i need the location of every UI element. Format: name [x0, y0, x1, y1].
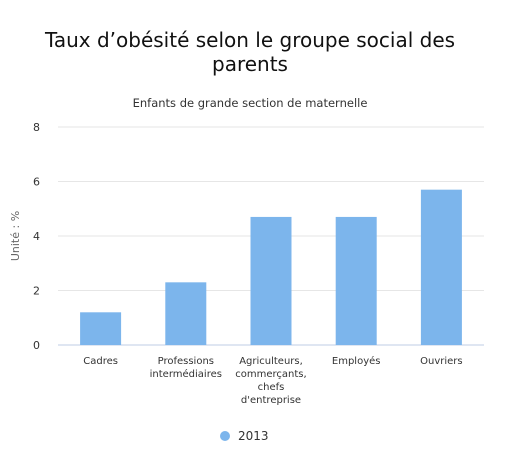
chart-subtitle: Enfants de grande section de maternelle — [132, 96, 368, 110]
x-tick-label: Agriculteurs, commerçants, chefs d'entrepri… — [235, 356, 306, 406]
x-tick-label-line: commerçants, — [235, 369, 306, 380]
x-tick-label-line: Employés — [332, 355, 381, 367]
legend-swatch — [220, 431, 230, 441]
x-tick-label: Ouvriers — [420, 356, 463, 367]
y-tick-label: 6 — [33, 176, 40, 189]
x-tick-label-line: Cadres — [83, 356, 118, 367]
y-tick-label: 2 — [33, 285, 40, 298]
bar[interactable] — [80, 312, 122, 345]
bar[interactable] — [165, 282, 207, 345]
legend-label: 2013 — [238, 429, 269, 443]
x-tick-label-line: chefs — [258, 382, 285, 393]
y-tick-label: 4 — [33, 230, 40, 243]
bar[interactable] — [335, 216, 377, 345]
chart-title: Taux d’obésité selon le groupe social de… — [44, 28, 456, 76]
y-tick-label: 8 — [33, 121, 40, 134]
x-tick-label: Cadres — [83, 356, 118, 367]
y-tick-label: 0 — [33, 339, 40, 352]
bar[interactable] — [250, 216, 292, 345]
x-tick-label-line: intermédiaires — [150, 368, 222, 380]
x-tick-label-line: Ouvriers — [420, 356, 463, 367]
x-tick-label-line: d'entreprise — [241, 395, 301, 406]
legend[interactable]: 2013 — [220, 429, 269, 443]
bar[interactable] — [420, 189, 462, 345]
x-tick-label-line: Agriculteurs, — [239, 356, 303, 367]
x-tick-label: Employés — [332, 355, 381, 367]
x-tick-label-line: Professions — [158, 356, 214, 367]
x-tick-label: Professions intermédiaires — [150, 356, 222, 380]
y-axis-title: Unité : % — [9, 211, 22, 261]
